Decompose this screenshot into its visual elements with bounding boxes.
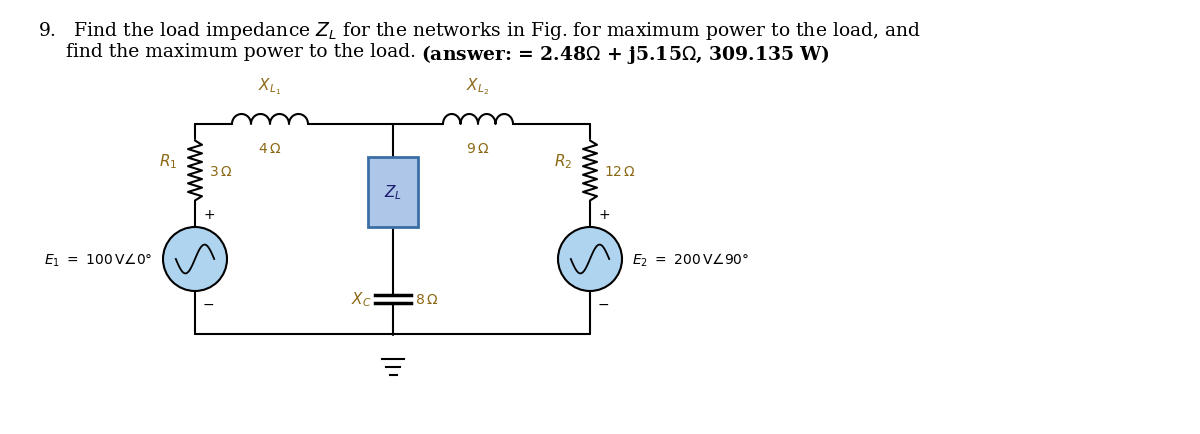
Text: $E_1\ =\ 100\,\mathrm{V}\angle 0°$: $E_1\ =\ 100\,\mathrm{V}\angle 0°$ [44,251,154,268]
Text: $X_C$: $X_C$ [350,290,371,309]
Text: $12\,\Omega$: $12\,\Omega$ [604,164,636,178]
Text: $X_{L_1}$: $X_{L_1}$ [258,76,282,97]
Text: +: + [203,207,215,221]
Text: $E_2\ =\ 200\,\mathrm{V}\angle 90°$: $E_2\ =\ 200\,\mathrm{V}\angle 90°$ [632,251,749,268]
Text: $R_1$: $R_1$ [158,152,178,171]
Text: $9\,\Omega$: $9\,\Omega$ [467,141,490,156]
Text: $Z_L$: $Z_L$ [384,183,402,201]
Circle shape [163,227,227,291]
Text: (answer: = 2.48$\Omega$ + j5.15$\Omega$, 309.135 W): (answer: = 2.48$\Omega$ + j5.15$\Omega$,… [421,43,830,66]
Text: $X_{L_2}$: $X_{L_2}$ [467,76,490,97]
Text: $R_2$: $R_2$ [553,152,572,171]
Circle shape [558,227,622,291]
Text: $3\,\Omega$: $3\,\Omega$ [209,164,233,178]
Text: 9.   Find the load impedance $Z_L$ for the networks in Fig. for maximum power to: 9. Find the load impedance $Z_L$ for the… [38,20,922,42]
FancyBboxPatch shape [368,157,418,227]
Text: −: − [203,297,215,311]
Text: find the maximum power to the load.: find the maximum power to the load. [66,43,422,61]
Text: $8\,\Omega$: $8\,\Omega$ [415,293,438,306]
Text: −: − [598,297,610,311]
Text: $4\,\Omega$: $4\,\Omega$ [258,141,282,156]
Text: +: + [598,207,610,221]
